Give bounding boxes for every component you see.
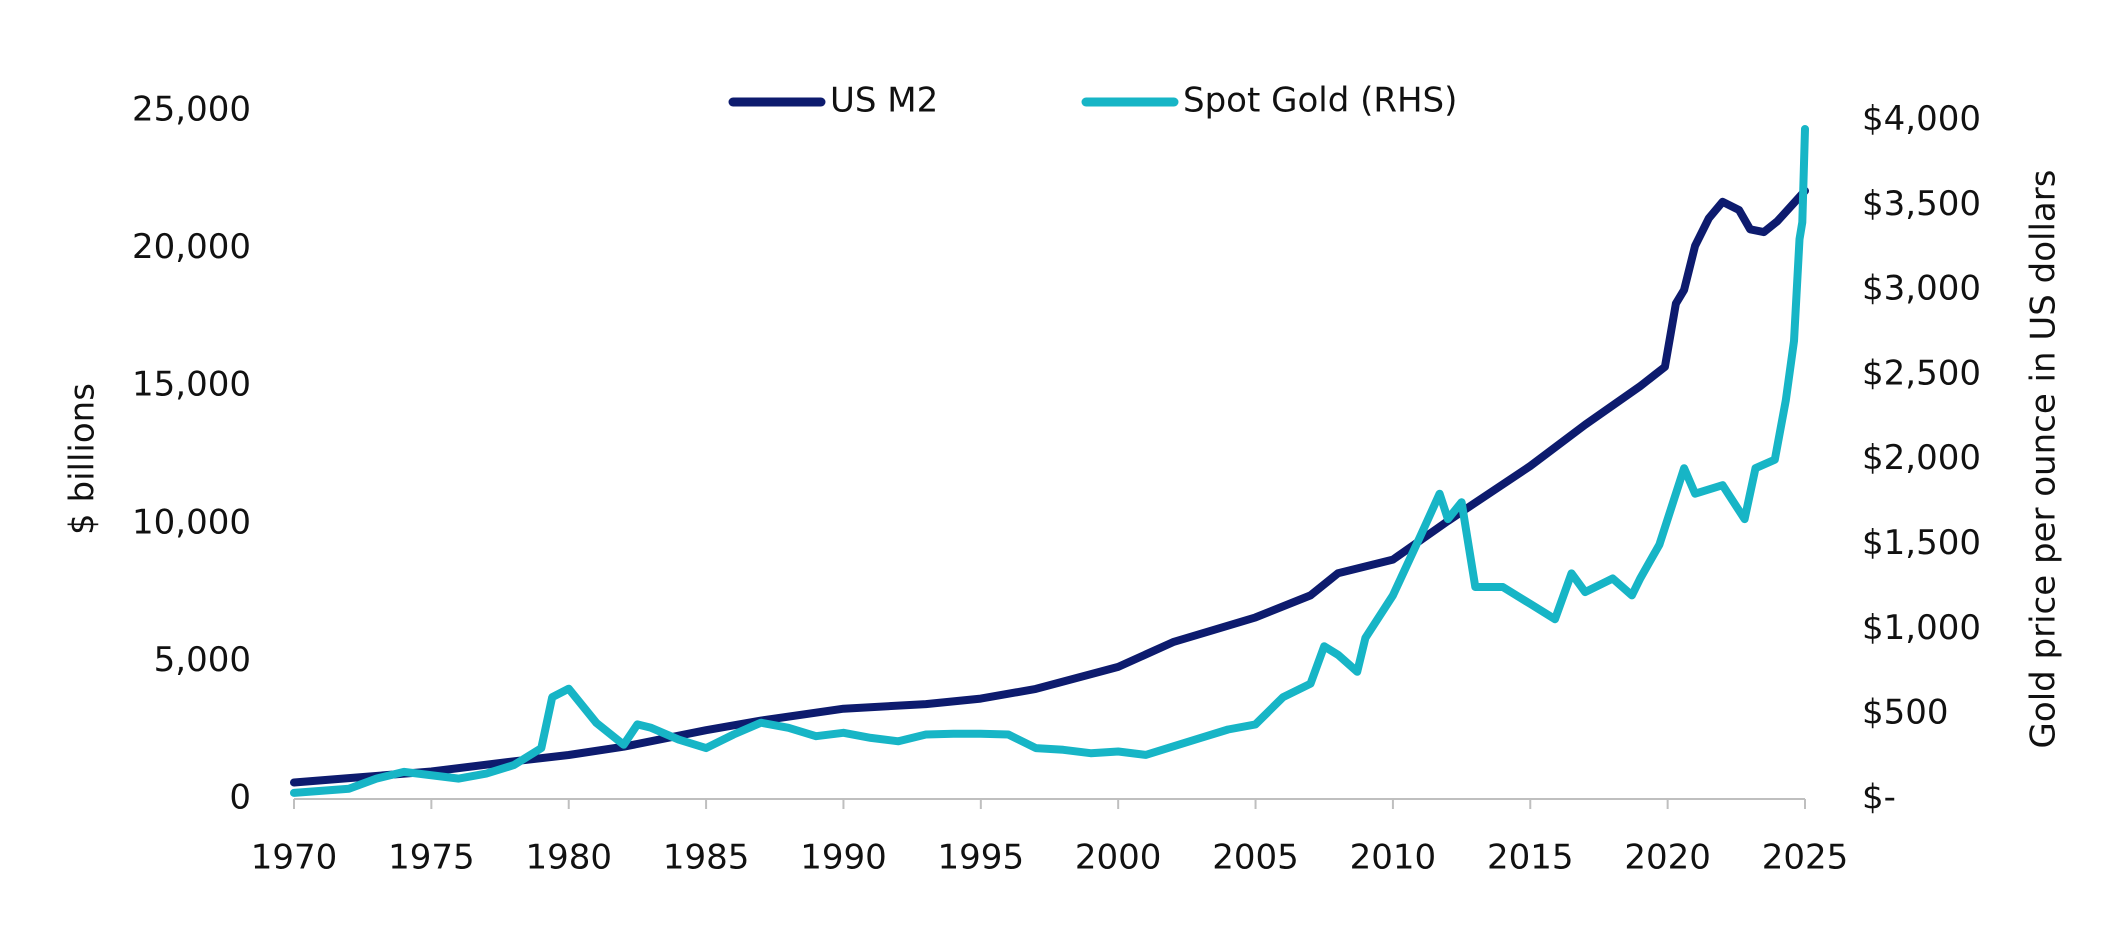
y2-tick-label: $3,000 (1862, 269, 1981, 309)
x-tick-label: 1990 (800, 838, 887, 878)
x-tick-label: 1975 (388, 838, 475, 878)
x-tick-label: 2000 (1075, 838, 1162, 878)
x-tick-label: 1995 (938, 838, 1025, 878)
y2-tick-label: $2,000 (1862, 438, 1981, 478)
legend-label: US M2 (830, 81, 938, 121)
y2-tick-label: $- (1862, 778, 1896, 818)
x-tick-label: 2025 (1762, 838, 1849, 878)
y-tick-label: 15,000 (132, 365, 251, 405)
y2-tick-label: $1,500 (1862, 523, 1981, 563)
x-tick-label: 2010 (1350, 838, 1437, 878)
x-tick-label: 2020 (1624, 838, 1711, 878)
x-tick-label: 1980 (525, 838, 612, 878)
legend-label: Spot Gold (RHS) (1183, 81, 1457, 121)
series-line (290, 125, 1809, 797)
y-tick-label: 25,000 (132, 90, 251, 130)
y-axis-label: $ billions (63, 383, 103, 535)
x-tick-label: 2015 (1487, 838, 1574, 878)
y-tick-label: 20,000 (132, 227, 251, 267)
x-tick-label: 1985 (663, 838, 750, 878)
y-tick-label: 10,000 (132, 502, 251, 542)
y2-tick-label: $4,000 (1862, 99, 1981, 139)
y-tick-label: 0 (229, 778, 251, 818)
y2-axis-label: Gold price per ounce in US dollars (2024, 170, 2064, 749)
series-line (290, 186, 1809, 787)
y2-tick-label: $500 (1862, 693, 1949, 733)
y2-tick-label: $1,000 (1862, 608, 1981, 648)
y2-tick-label: $2,500 (1862, 353, 1981, 393)
x-tick-label: 2005 (1212, 838, 1299, 878)
x-tick-label: 1970 (251, 838, 338, 878)
y2-tick-label: $3,500 (1862, 184, 1981, 224)
y-tick-label: 5,000 (154, 640, 251, 680)
